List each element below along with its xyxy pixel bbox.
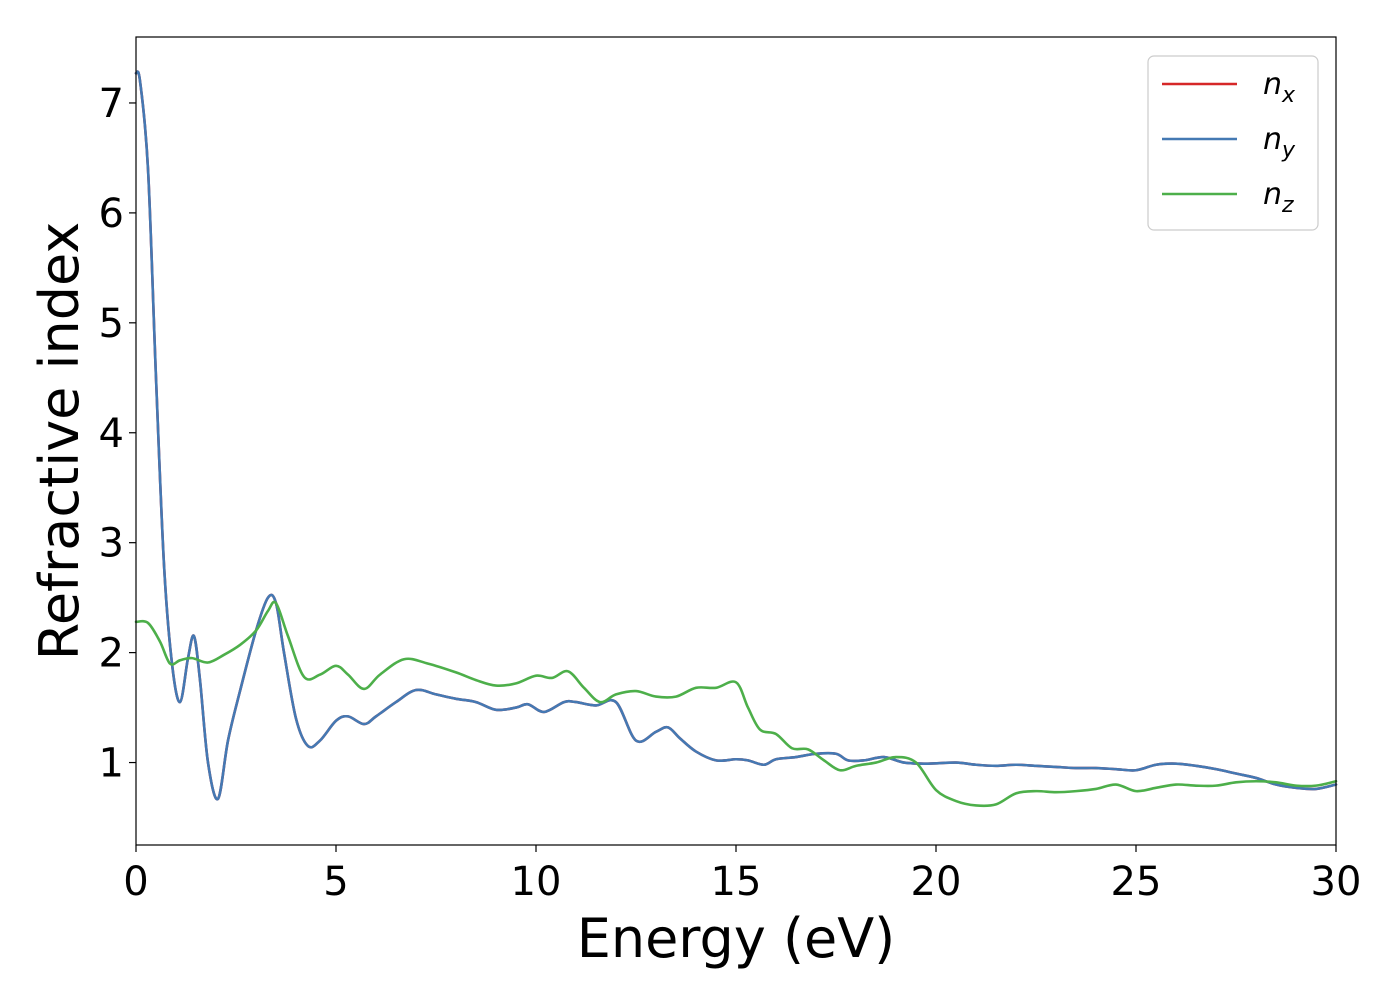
legend-label-y: ny	[1263, 122, 1296, 163]
y-tick-label: 4	[99, 411, 124, 457]
legend-label-subscript: x	[1281, 83, 1296, 108]
y-axis-title: Refractive index	[28, 222, 91, 661]
series-line-z	[134, 600, 1338, 808]
x-tick-label: 10	[511, 859, 562, 905]
legend-box	[1147, 55, 1319, 231]
y-tick-label: 7	[99, 81, 124, 127]
y-tick-label: 2	[99, 631, 124, 677]
y-tick-label: 6	[99, 191, 124, 237]
y-axis-ticks: 1 2 3 4 5 6 7	[99, 81, 136, 787]
x-tick-label: 30	[1311, 859, 1362, 905]
legend-label-x: nx	[1263, 67, 1296, 108]
legend-label-base: n	[1263, 122, 1282, 157]
legend-label-base: n	[1263, 177, 1282, 212]
x-tick-label: 0	[123, 859, 148, 905]
legend-label-subscript: y	[1281, 138, 1296, 163]
x-tick-label: 15	[711, 859, 762, 905]
legend-label-base: n	[1263, 67, 1282, 102]
x-tick-label: 25	[1111, 859, 1162, 905]
y-tick-label: 1	[99, 741, 124, 787]
x-axis-ticks: 0 5 10 15 20 25 30	[123, 845, 1361, 905]
y-tick-label: 3	[99, 521, 124, 567]
legend-label-z: nz	[1263, 177, 1294, 218]
series-layer	[134, 70, 1338, 808]
plot-area	[136, 37, 1336, 845]
x-axis-title: Energy (eV)	[577, 907, 896, 970]
legend-label-subscript: z	[1281, 193, 1294, 218]
y-tick-label: 5	[99, 301, 124, 347]
x-tick-label: 20	[911, 859, 962, 905]
x-tick-label: 5	[323, 859, 348, 905]
